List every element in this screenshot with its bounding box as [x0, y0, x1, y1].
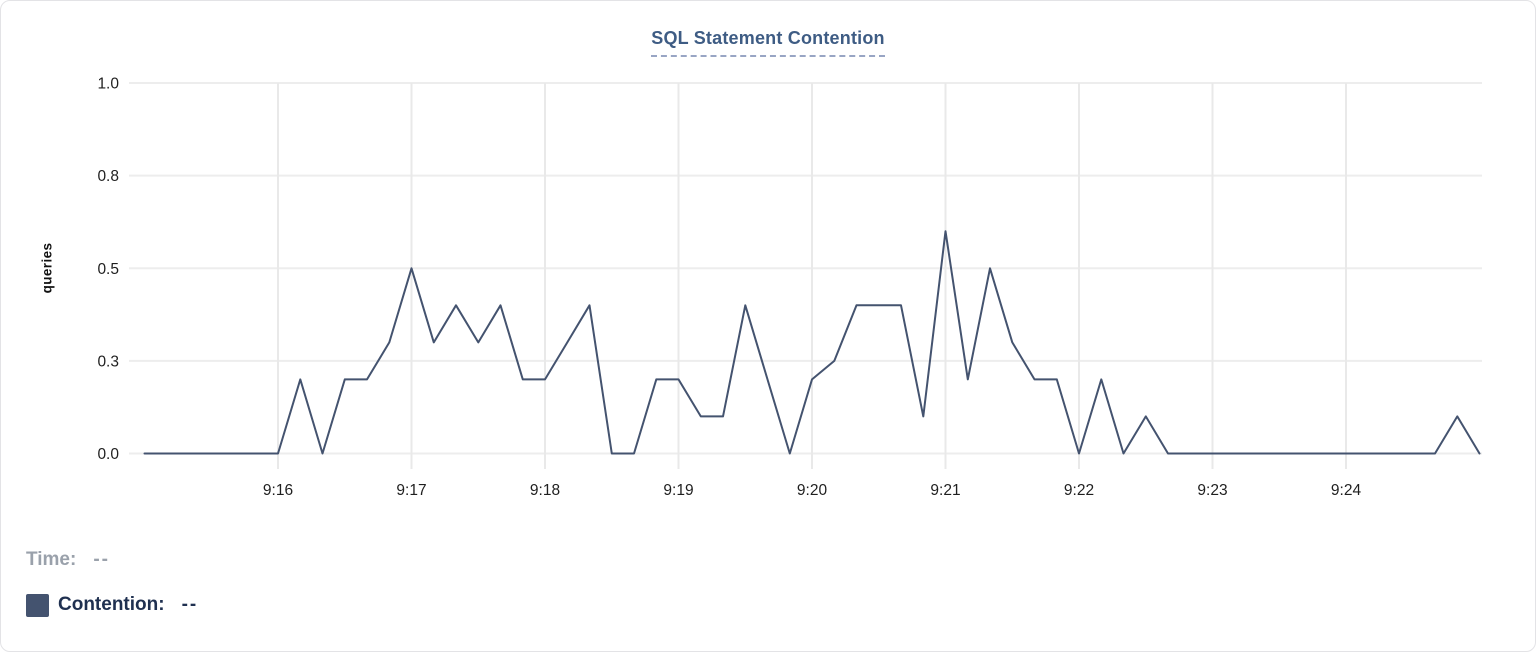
- chart-header: SQL Statement Contention: [1, 28, 1535, 57]
- y-tick-label: 1.0: [97, 76, 119, 93]
- tooltip-time-label: Time:: [26, 549, 77, 570]
- x-tick-label: 9:18: [530, 482, 560, 499]
- tooltip-contention-label: Contention:: [58, 594, 165, 615]
- y-tick-label: 0.0: [97, 446, 119, 463]
- chart-tooltip-legend: Time: -- Contention: --: [26, 547, 198, 637]
- contention-series-swatch: [26, 593, 49, 617]
- chart-title[interactable]: SQL Statement Contention: [651, 28, 885, 57]
- y-tick-label: 0.8: [97, 168, 119, 185]
- tooltip-time-row: Time: --: [26, 547, 198, 573]
- x-tick-label: 9:20: [797, 482, 828, 499]
- tooltip-contention-value: --: [181, 594, 199, 615]
- x-tick-label: 9:16: [263, 482, 293, 499]
- contention-line-series: [143, 230, 1481, 455]
- y-tick-label: 0.3: [97, 353, 119, 370]
- x-tick-label: 9:23: [1197, 482, 1227, 499]
- tooltip-time-value: --: [93, 549, 110, 570]
- x-tick-label: 9:17: [396, 482, 426, 499]
- y-axis-title: queries: [39, 242, 55, 294]
- x-tick-label: 9:21: [930, 482, 960, 499]
- x-tick-label: 9:22: [1064, 482, 1094, 499]
- x-tick-label: 9:24: [1331, 482, 1362, 499]
- x-tick-label: 9:19: [663, 482, 693, 499]
- y-tick-label: 0.5: [97, 261, 119, 278]
- tooltip-contention-row: Contention: --: [26, 592, 198, 618]
